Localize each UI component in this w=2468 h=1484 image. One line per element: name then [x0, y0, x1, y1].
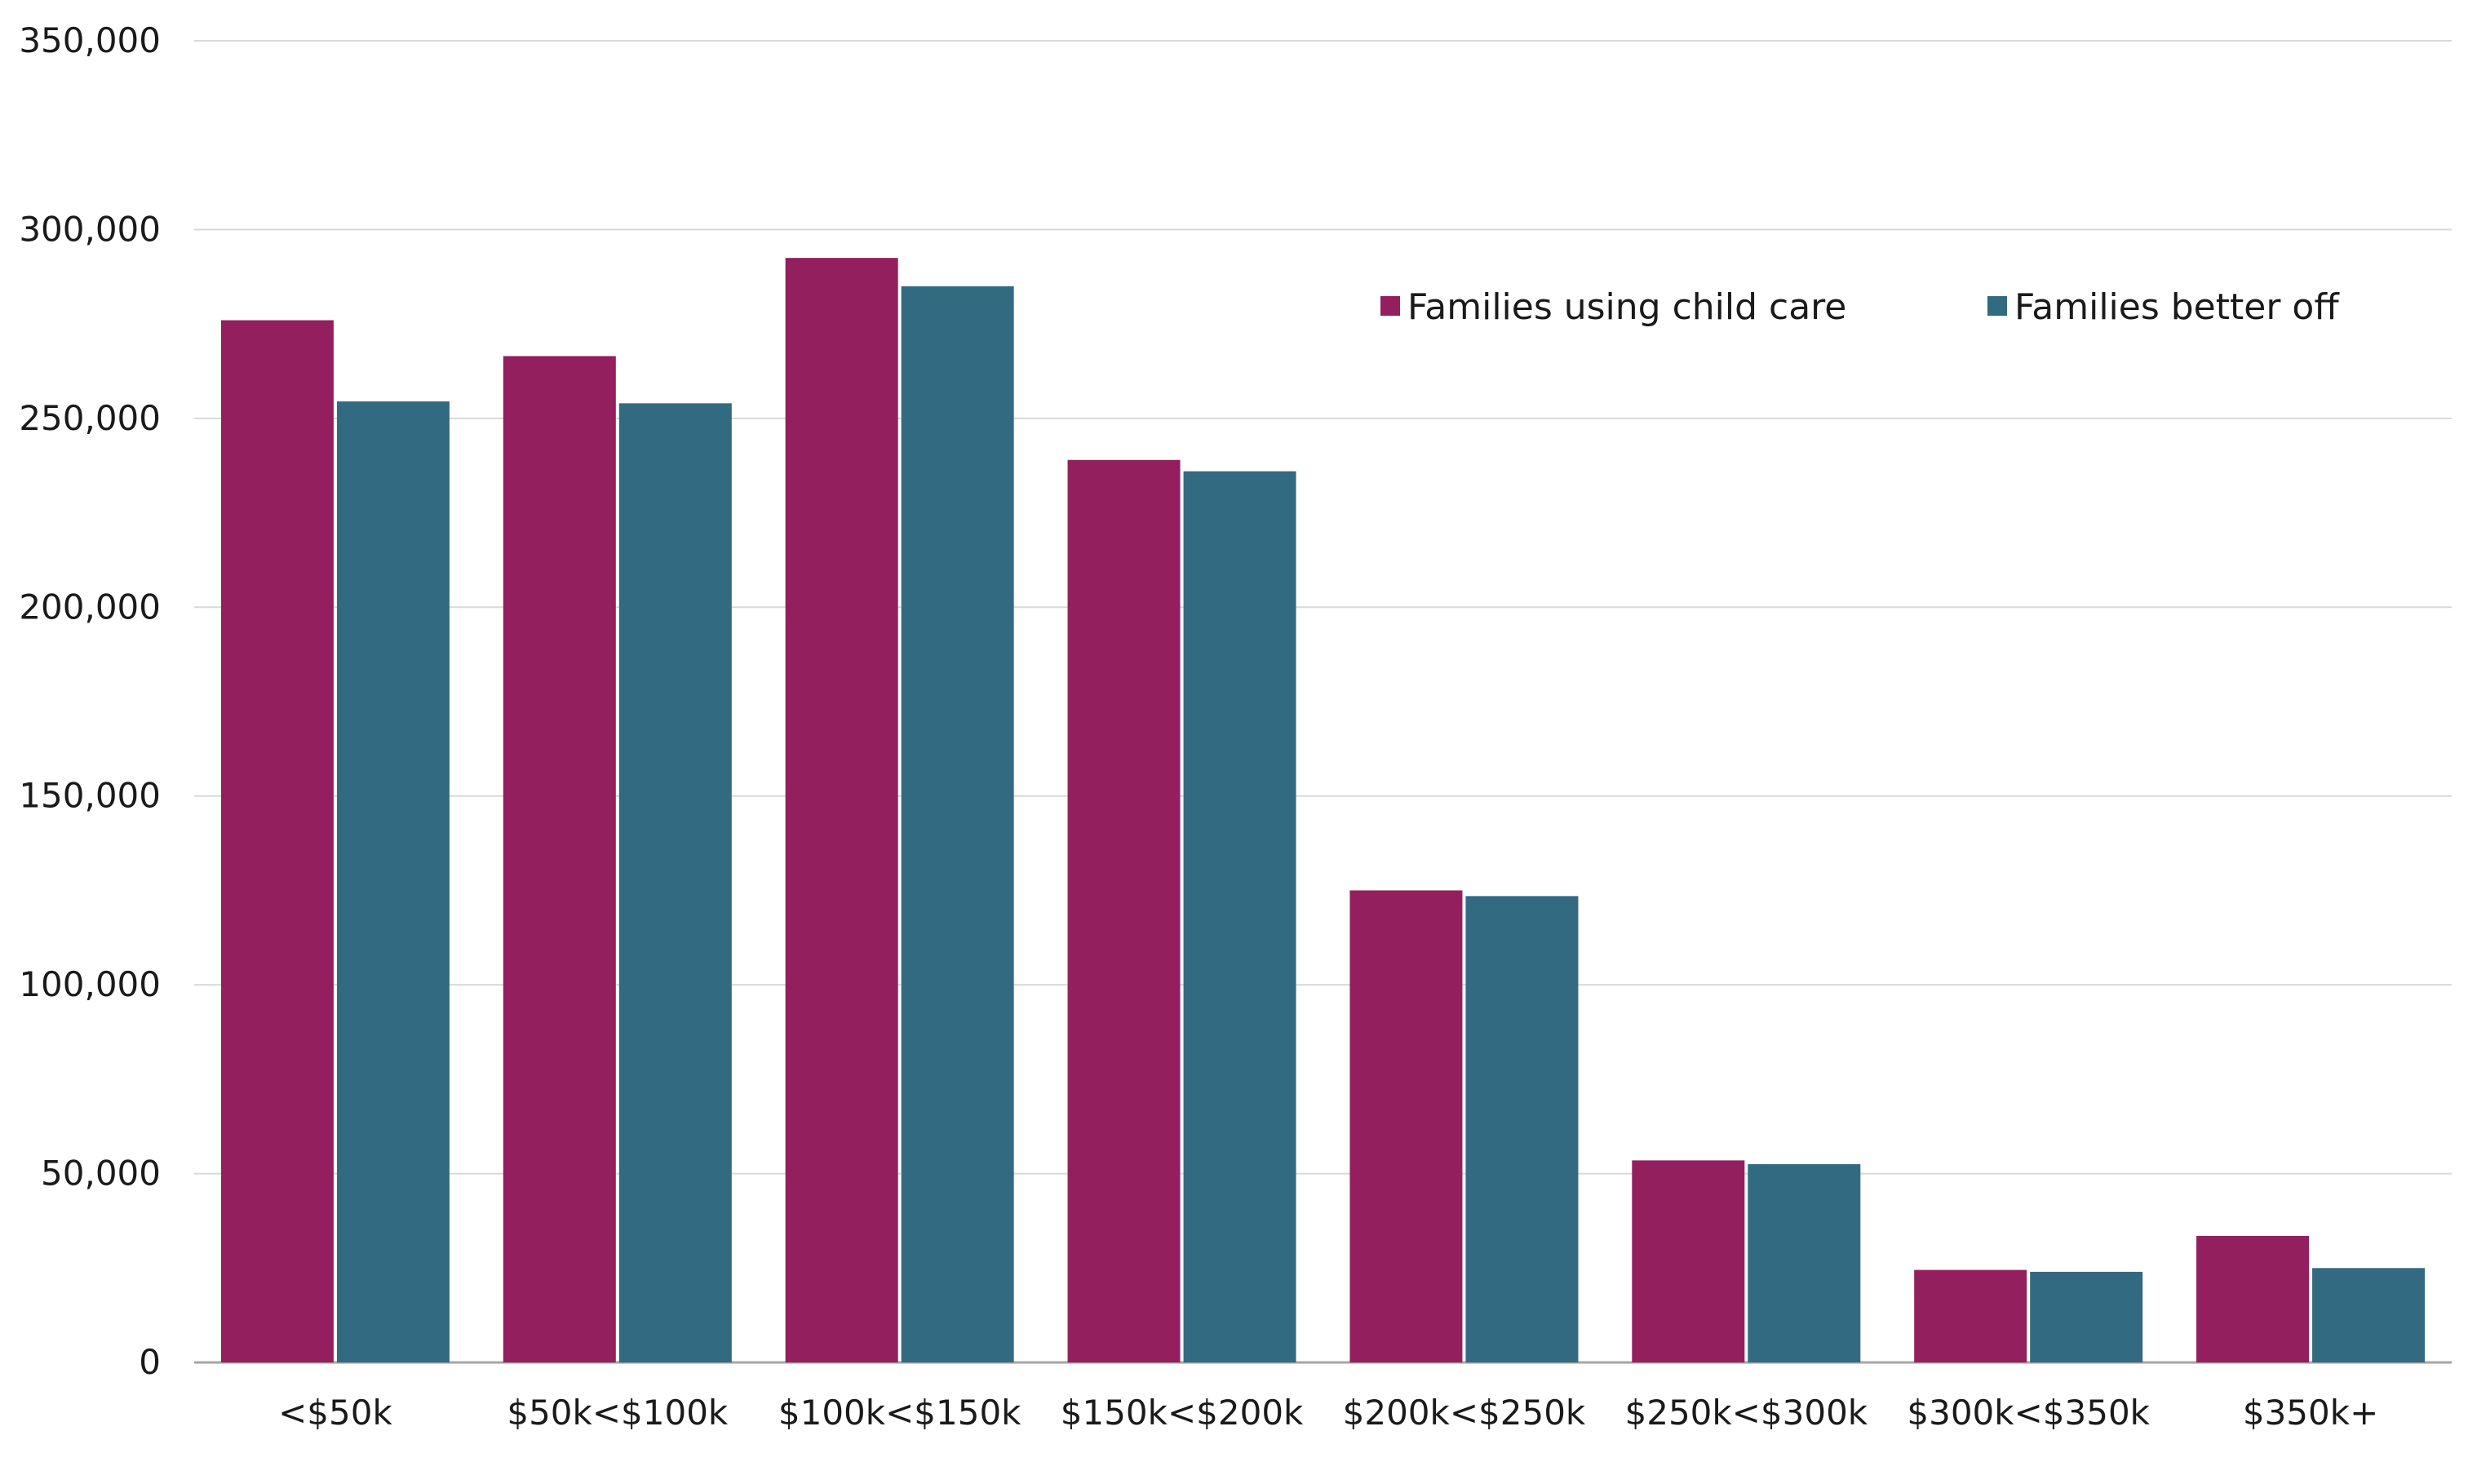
- bar-families-using-child-care: [1632, 1160, 1745, 1362]
- y-tick-label: 100,000: [19, 964, 161, 1004]
- bar-families-using-child-care: [1914, 1269, 2027, 1362]
- bar-families-better-off: [618, 403, 732, 1362]
- bar-families-using-child-care: [1349, 890, 1463, 1362]
- y-axis: 0 50,000 100,000 150,000 200,000 250,000 300,0…: [19, 20, 161, 1382]
- bar-families-better-off: [901, 286, 1014, 1362]
- bar-families-using-child-care: [2196, 1235, 2310, 1362]
- legend-swatch: [1380, 296, 1400, 316]
- y-tick-label: 0: [139, 1342, 161, 1382]
- x-tick-label: $250k<$300k: [1625, 1393, 1868, 1433]
- y-tick-label: 200,000: [19, 587, 161, 627]
- legend-swatch: [1987, 296, 2007, 316]
- x-axis: <$50k $50k<$100k $100k<$150k $150k<$200k $20…: [278, 1393, 2378, 1433]
- x-tick-label: $300k<$350k: [1907, 1393, 2150, 1433]
- bar-families-better-off: [336, 401, 450, 1362]
- y-tick-label: 50,000: [41, 1154, 161, 1194]
- bar-families-better-off: [1748, 1164, 1861, 1362]
- bar-families-better-off: [1183, 471, 1296, 1362]
- x-tick-label: $350k+: [2243, 1393, 2378, 1433]
- y-tick-label: 250,000: [19, 398, 161, 438]
- bar-families-better-off: [2030, 1271, 2143, 1362]
- bar-families-using-child-care: [1067, 459, 1181, 1362]
- x-tick-label: $150k<$200k: [1061, 1393, 1304, 1433]
- bar-families-better-off: [2312, 1268, 2426, 1362]
- legend-label: Families better off: [2014, 286, 2340, 328]
- bars: [220, 258, 2426, 1363]
- y-tick-label: 300,000: [19, 209, 161, 249]
- bar-families-using-child-care: [503, 356, 616, 1362]
- x-tick-label: $200k<$250k: [1343, 1393, 1586, 1433]
- bar-families-better-off: [1465, 896, 1579, 1362]
- x-tick-label: <$50k: [278, 1393, 392, 1433]
- legend: Families using child care Families better…: [1380, 286, 2340, 328]
- bar-families-using-child-care: [220, 320, 334, 1362]
- y-tick-label: 350,000: [19, 20, 161, 60]
- x-tick-label: $100k<$150k: [778, 1393, 1021, 1433]
- y-tick-label: 150,000: [19, 776, 161, 816]
- legend-label: Families using child care: [1407, 286, 1846, 328]
- x-tick-label: $50k<$100k: [507, 1393, 729, 1433]
- bar-families-using-child-care: [785, 258, 898, 1363]
